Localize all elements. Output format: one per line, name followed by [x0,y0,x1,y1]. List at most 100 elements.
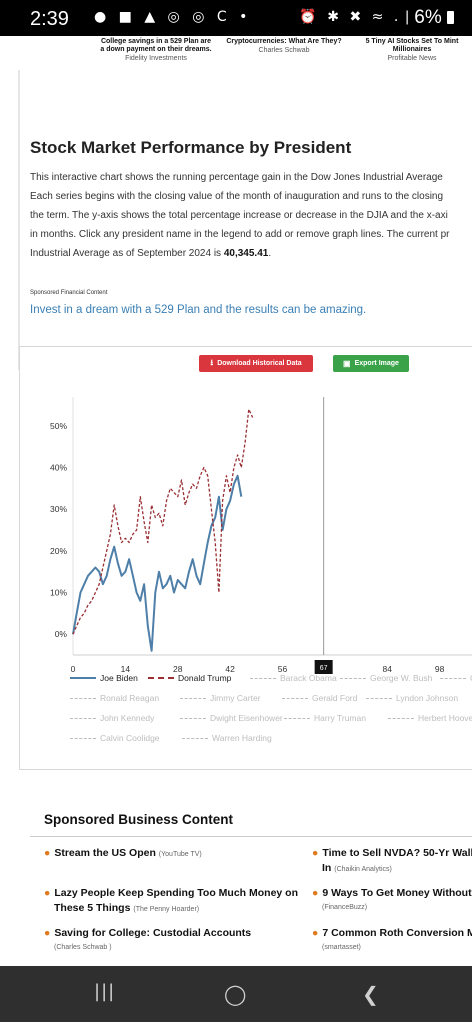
legend-swatch [182,737,208,739]
legend-label: Jimmy Carter [210,693,261,703]
legend-swatch [180,697,206,699]
sponsored-business-title: Sponsored Business Content [44,812,234,827]
legend-label: Barack Obama [280,673,337,683]
promo-card-1[interactable]: College savings in a 529 Plan are a down… [86,38,226,64]
x-tick-label: 28 [173,664,183,674]
bullet-icon: ● [312,887,319,899]
legend-item-jimmy-carter[interactable]: Jimmy Carter [180,693,261,703]
system-status-icons: ⏰ ✱ ✖ ≈ .❘ [299,9,416,25]
y-tick-label: 40% [50,463,67,473]
promo-title[interactable]: 5 Tiny AI Stocks Set To Mint [365,38,459,45]
business-link-1[interactable]: ● Stream the US Open (YouTube TV) [44,847,202,859]
paragraph-line-last: Industrial Average as of September 2024 … [30,248,272,259]
legend-item-donald-trump[interactable]: Donald Trump [148,673,231,683]
notification-icons: ● ■ ▲ ◎ ◎ C • [94,9,252,25]
legend-label: John Kennedy [100,713,155,723]
download-historical-data-button[interactable]: ⭳ Download Historical Data [199,355,313,372]
export-image-button[interactable]: ▣ Export Image [333,355,409,372]
sponsored-tag: Sponsored Financial Content [30,290,108,296]
paragraph-line: Each series begins with the closing valu… [30,191,444,202]
status-bar: 2:39 ● ■ ▲ ◎ ◎ C • ⏰ ✱ ✖ ≈ .❘ 6% [0,0,472,36]
line-chart[interactable]: 0%10%20%30%40%50%0142842568498112Term Le… [20,347,472,677]
legend-label: Warren Harding [212,733,272,743]
x-tick-label: 14 [121,664,131,674]
bullet-icon: ● [312,847,319,859]
legend-item-john-kennedy[interactable]: John Kennedy [70,713,154,723]
bullet-icon: ● [44,927,51,939]
series-line-joe-biden [72,474,243,652]
legend-swatch [70,677,96,679]
back-button[interactable]: ❮ [362,982,379,1006]
legend-item-gerald-ford[interactable]: Gerald Ford [282,693,357,703]
business-link-6[interactable]: ● 7 Common Roth Conversion Mis [312,927,472,939]
page-title: Stock Market Performance by President [30,138,352,157]
legend-swatch [340,677,366,679]
x-tick-label: 0 [71,664,76,674]
legend-label: Lyndon Johnson [396,693,459,703]
promo-title-line2[interactable]: a down payment on their dreams. [100,46,212,53]
legend-label: Harry Truman [314,713,366,723]
promo-row: College savings in a 529 Plan are a down… [0,36,472,70]
crosshair-label: 67 [320,665,328,672]
legend-label: Dwight Eisenhower [210,713,283,723]
legend-item-joe-biden[interactable]: Joe Biden [70,673,138,683]
legend-item-george-w-bush[interactable]: George W. Bush [340,673,432,683]
status-time: 2:39 [30,8,69,30]
business-link-2[interactable]: ● Time to Sell NVDA? 50-Yr Wall S In (Cha… [312,847,472,874]
business-source: (Charles Schwab ) [54,944,112,951]
legend-swatch [148,677,174,679]
promo-title-line2[interactable]: Millionaires [392,46,432,53]
promo-card-2[interactable]: Cryptocurrencies: What Are They? Charles… [216,38,352,56]
business-source: (smartasset) [322,944,361,951]
legend-label: Calvin Coolidge [100,733,160,743]
article-paragraph: This interactive chart shows the running… [30,168,472,263]
legend-item-dwight-eisenhower[interactable]: Dwight Eisenhower [180,713,283,723]
legend-item-harry-truman[interactable]: Harry Truman [284,713,366,723]
legend-item-ronald-reagan[interactable]: Ronald Reagan [70,693,159,703]
legend-swatch [284,717,310,719]
legend-swatch [70,717,96,719]
legend-item-lyndon-johnson[interactable]: Lyndon Johnson [366,693,458,703]
legend-item-herbert-hoover[interactable]: Herbert Hoover [388,713,472,723]
legend-label: George W. Bush [370,673,433,683]
battery-icon [447,11,454,24]
invest-529-link[interactable]: Invest in a dream with a 529 Plan and th… [30,304,367,316]
chart-card: ⭳ Download Historical Data ▣ Export Imag… [19,346,472,770]
y-tick-label: 30% [50,504,67,514]
business-link-5[interactable]: ● Saving for College: Custodial Accounts [44,927,252,939]
chart-legend: Joe Biden Donald Trump Barack Obama George … [70,673,472,763]
legend-swatch [250,677,276,679]
legend-swatch [282,697,308,699]
download-icon: ⭳ [210,357,214,367]
business-link-3[interactable]: ● Lazy People Keep Spending Too Much Mone… [44,887,298,914]
x-tick-label: 42 [225,664,235,674]
promo-source: Profitable News [387,55,437,62]
legend-swatch [388,717,414,719]
legend-swatch [180,717,206,719]
legend-item-george-h-w-bush[interactable]: George H.W. Bush [440,673,472,683]
promo-card-3[interactable]: 5 Tiny AI Stocks Set To Mint Millionaire… [352,38,472,64]
paragraph-line: This interactive chart shows the running… [30,172,443,183]
legend-label: Joe Biden [100,673,138,683]
legend-label: Donald Trump [178,673,232,683]
content-divider [18,70,20,370]
legend-swatch [70,737,96,739]
promo-title[interactable]: College savings in a 529 Plan are [100,38,212,45]
promo-source: Fidelity Investments [125,55,187,62]
recent-apps-button[interactable]: ||| [94,981,116,1002]
series-line-donald-trump [72,408,254,635]
paragraph-line: the term. The y-axis shows the total per… [30,210,448,221]
y-tick-label: 10% [50,588,67,598]
download-button-label: Download Historical Data [217,360,302,367]
paragraph-line: in months. Click any president name in t… [30,229,450,240]
y-tick-label: 50% [50,421,67,431]
bullet-icon: ● [44,847,51,859]
bullet-icon: ● [44,887,51,899]
x-tick-label: 84 [383,664,393,674]
legend-item-barack-obama[interactable]: Barack Obama [250,673,337,683]
legend-item-calvin-coolidge[interactable]: Calvin Coolidge [70,733,160,743]
business-link-4[interactable]: ● 9 Ways To Get Money Without G [312,887,472,899]
promo-title[interactable]: Cryptocurrencies: What Are They? [226,38,342,45]
legend-item-warren-harding[interactable]: Warren Harding [182,733,272,743]
home-button[interactable]: ◯ [224,982,247,1006]
